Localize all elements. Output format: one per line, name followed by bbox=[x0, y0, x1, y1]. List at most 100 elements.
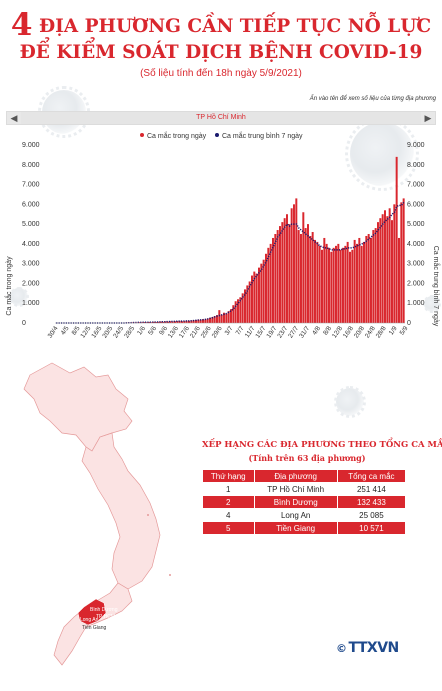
x-tick-label: 17/6 bbox=[178, 325, 191, 340]
y-tick-right: 6.000 bbox=[407, 201, 425, 208]
daily-case-bar bbox=[398, 237, 400, 323]
x-tick-label: 5/6 bbox=[147, 325, 158, 337]
province-selector[interactable]: ◀ TP Hồ Chí Minh ▶ bbox=[6, 111, 436, 125]
daily-case-bar bbox=[225, 313, 228, 323]
daily-case-bar bbox=[330, 251, 333, 323]
legend-daily-label: Ca mắc trong ngày bbox=[147, 131, 207, 140]
ttxvn-logo: © TTXVN bbox=[336, 640, 399, 656]
daily-case-bar bbox=[174, 321, 176, 323]
rank-cell: 4 bbox=[202, 508, 255, 522]
x-tick-label: 31/7 bbox=[298, 325, 311, 340]
x-tick-label: 4/5 bbox=[60, 325, 71, 337]
table-row: 1 TP Hồ Chí Minh 251 414 bbox=[202, 482, 407, 496]
map-label-binh-duong: Bình Dương bbox=[90, 607, 118, 613]
selected-province[interactable]: TP Hồ Chí Minh bbox=[21, 112, 421, 124]
daily-case-bar bbox=[328, 247, 330, 323]
cases-chart: Ca mắc trong ngày Ca mắc trung bình 7 ng… bbox=[4, 131, 441, 340]
daily-case-bar bbox=[141, 322, 144, 323]
y-tick-left: 7.000 bbox=[22, 182, 40, 189]
map-label-tien-giang: Tiền Giang bbox=[82, 625, 106, 631]
y-axis-label-left: Ca mắc trong ngày bbox=[4, 256, 13, 316]
virus-illustration bbox=[333, 385, 367, 419]
y-tick-right: 4.000 bbox=[407, 241, 425, 248]
y-tick-left: 5.000 bbox=[22, 221, 40, 228]
x-tick-label: 28/5 bbox=[123, 325, 136, 340]
daily-case-bar bbox=[223, 312, 225, 323]
daily-case-bar bbox=[204, 319, 207, 323]
virus-illustration bbox=[422, 294, 442, 314]
daily-case-bar bbox=[244, 289, 246, 323]
daily-case-bar bbox=[162, 321, 165, 323]
x-tick-label: 12/8 bbox=[331, 325, 344, 340]
daily-case-bar bbox=[213, 316, 216, 323]
daily-case-bar bbox=[346, 241, 349, 323]
daily-case-bar bbox=[321, 249, 323, 323]
y-tick-right: 8.000 bbox=[407, 162, 425, 169]
chevron-left-icon[interactable]: ◀ bbox=[10, 113, 18, 123]
daily-case-bar bbox=[185, 320, 188, 323]
daily-case-bar bbox=[272, 237, 274, 323]
rank-cell: 5 bbox=[202, 521, 255, 535]
daily-case-bar bbox=[293, 204, 295, 323]
daily-case-bar bbox=[216, 315, 218, 323]
map-north bbox=[23, 362, 133, 452]
daily-case-bar bbox=[386, 216, 389, 323]
x-tick-label: 1/6 bbox=[136, 325, 147, 337]
daily-case-bar bbox=[295, 198, 298, 323]
total-cell: 132 433 bbox=[336, 495, 407, 509]
daily-case-bar bbox=[139, 322, 141, 323]
copyright-icon: © bbox=[336, 642, 347, 655]
daily-case-bar bbox=[358, 237, 361, 323]
map-south bbox=[53, 582, 133, 666]
total-cell: 251 414 bbox=[336, 482, 407, 496]
x-tick-label: 8/8 bbox=[322, 325, 333, 337]
daily-case-bar bbox=[297, 230, 300, 323]
map-island bbox=[169, 574, 171, 576]
rank-cell: 1 bbox=[202, 482, 255, 496]
daily-case-bar bbox=[381, 214, 384, 323]
chevron-right-icon[interactable]: ▶ bbox=[424, 113, 432, 123]
daily-case-bar bbox=[304, 228, 307, 323]
daily-case-bar bbox=[288, 224, 291, 323]
daily-case-bar bbox=[232, 305, 235, 323]
daily-case-bar bbox=[279, 226, 281, 323]
daily-case-bar bbox=[337, 243, 340, 323]
x-tick-label: 13/6 bbox=[167, 325, 180, 340]
x-tick-label: 27/7 bbox=[287, 325, 300, 340]
daily-case-bar bbox=[260, 263, 263, 323]
daily-case-bar bbox=[167, 321, 169, 323]
page-title-line-2: ĐỂ KIỂM SOÁT DỊCH BỆNH COVID-19 bbox=[19, 42, 423, 63]
y-tick-left: 4.000 bbox=[22, 241, 40, 248]
map-label-long-an: Long An bbox=[80, 617, 99, 623]
daily-case-bar bbox=[281, 222, 284, 323]
daily-case-bar bbox=[150, 322, 153, 323]
x-tick-label: 24/8 bbox=[364, 325, 377, 340]
daily-case-bar bbox=[195, 320, 197, 323]
daily-case-bar bbox=[265, 253, 267, 323]
y-tick-left: 6.000 bbox=[22, 201, 40, 208]
col-province-header: Địa phương bbox=[253, 469, 338, 483]
x-tick-label: 8/5 bbox=[71, 325, 82, 337]
daily-case-bar bbox=[344, 245, 347, 323]
col-rank-header: Thứ hạng bbox=[202, 469, 255, 483]
daily-case-bar bbox=[274, 234, 277, 323]
daily-case-bar bbox=[209, 317, 211, 323]
daily-case-bar bbox=[181, 321, 183, 323]
daily-case-bar bbox=[269, 243, 272, 323]
daily-case-bar bbox=[188, 320, 190, 323]
daily-case-bar bbox=[227, 311, 230, 323]
daily-case-bar bbox=[363, 241, 365, 323]
daily-case-bar bbox=[237, 299, 239, 323]
daily-case-bar bbox=[388, 208, 391, 323]
map-island bbox=[147, 514, 149, 516]
daily-case-bar bbox=[234, 301, 237, 323]
table-row: 5 Tiền Giang 10 571 bbox=[202, 521, 407, 535]
ranking-subtitle: (Tính trên 63 địa phương) bbox=[248, 453, 366, 463]
daily-case-bar bbox=[302, 212, 305, 323]
daily-case-bar bbox=[239, 297, 242, 323]
x-tick-label: 7/7 bbox=[235, 325, 246, 337]
daily-case-bar bbox=[143, 322, 146, 323]
y-tick-left: 8.000 bbox=[22, 162, 40, 169]
y-tick-right: 1.000 bbox=[407, 300, 425, 307]
daily-case-bar bbox=[230, 309, 232, 323]
